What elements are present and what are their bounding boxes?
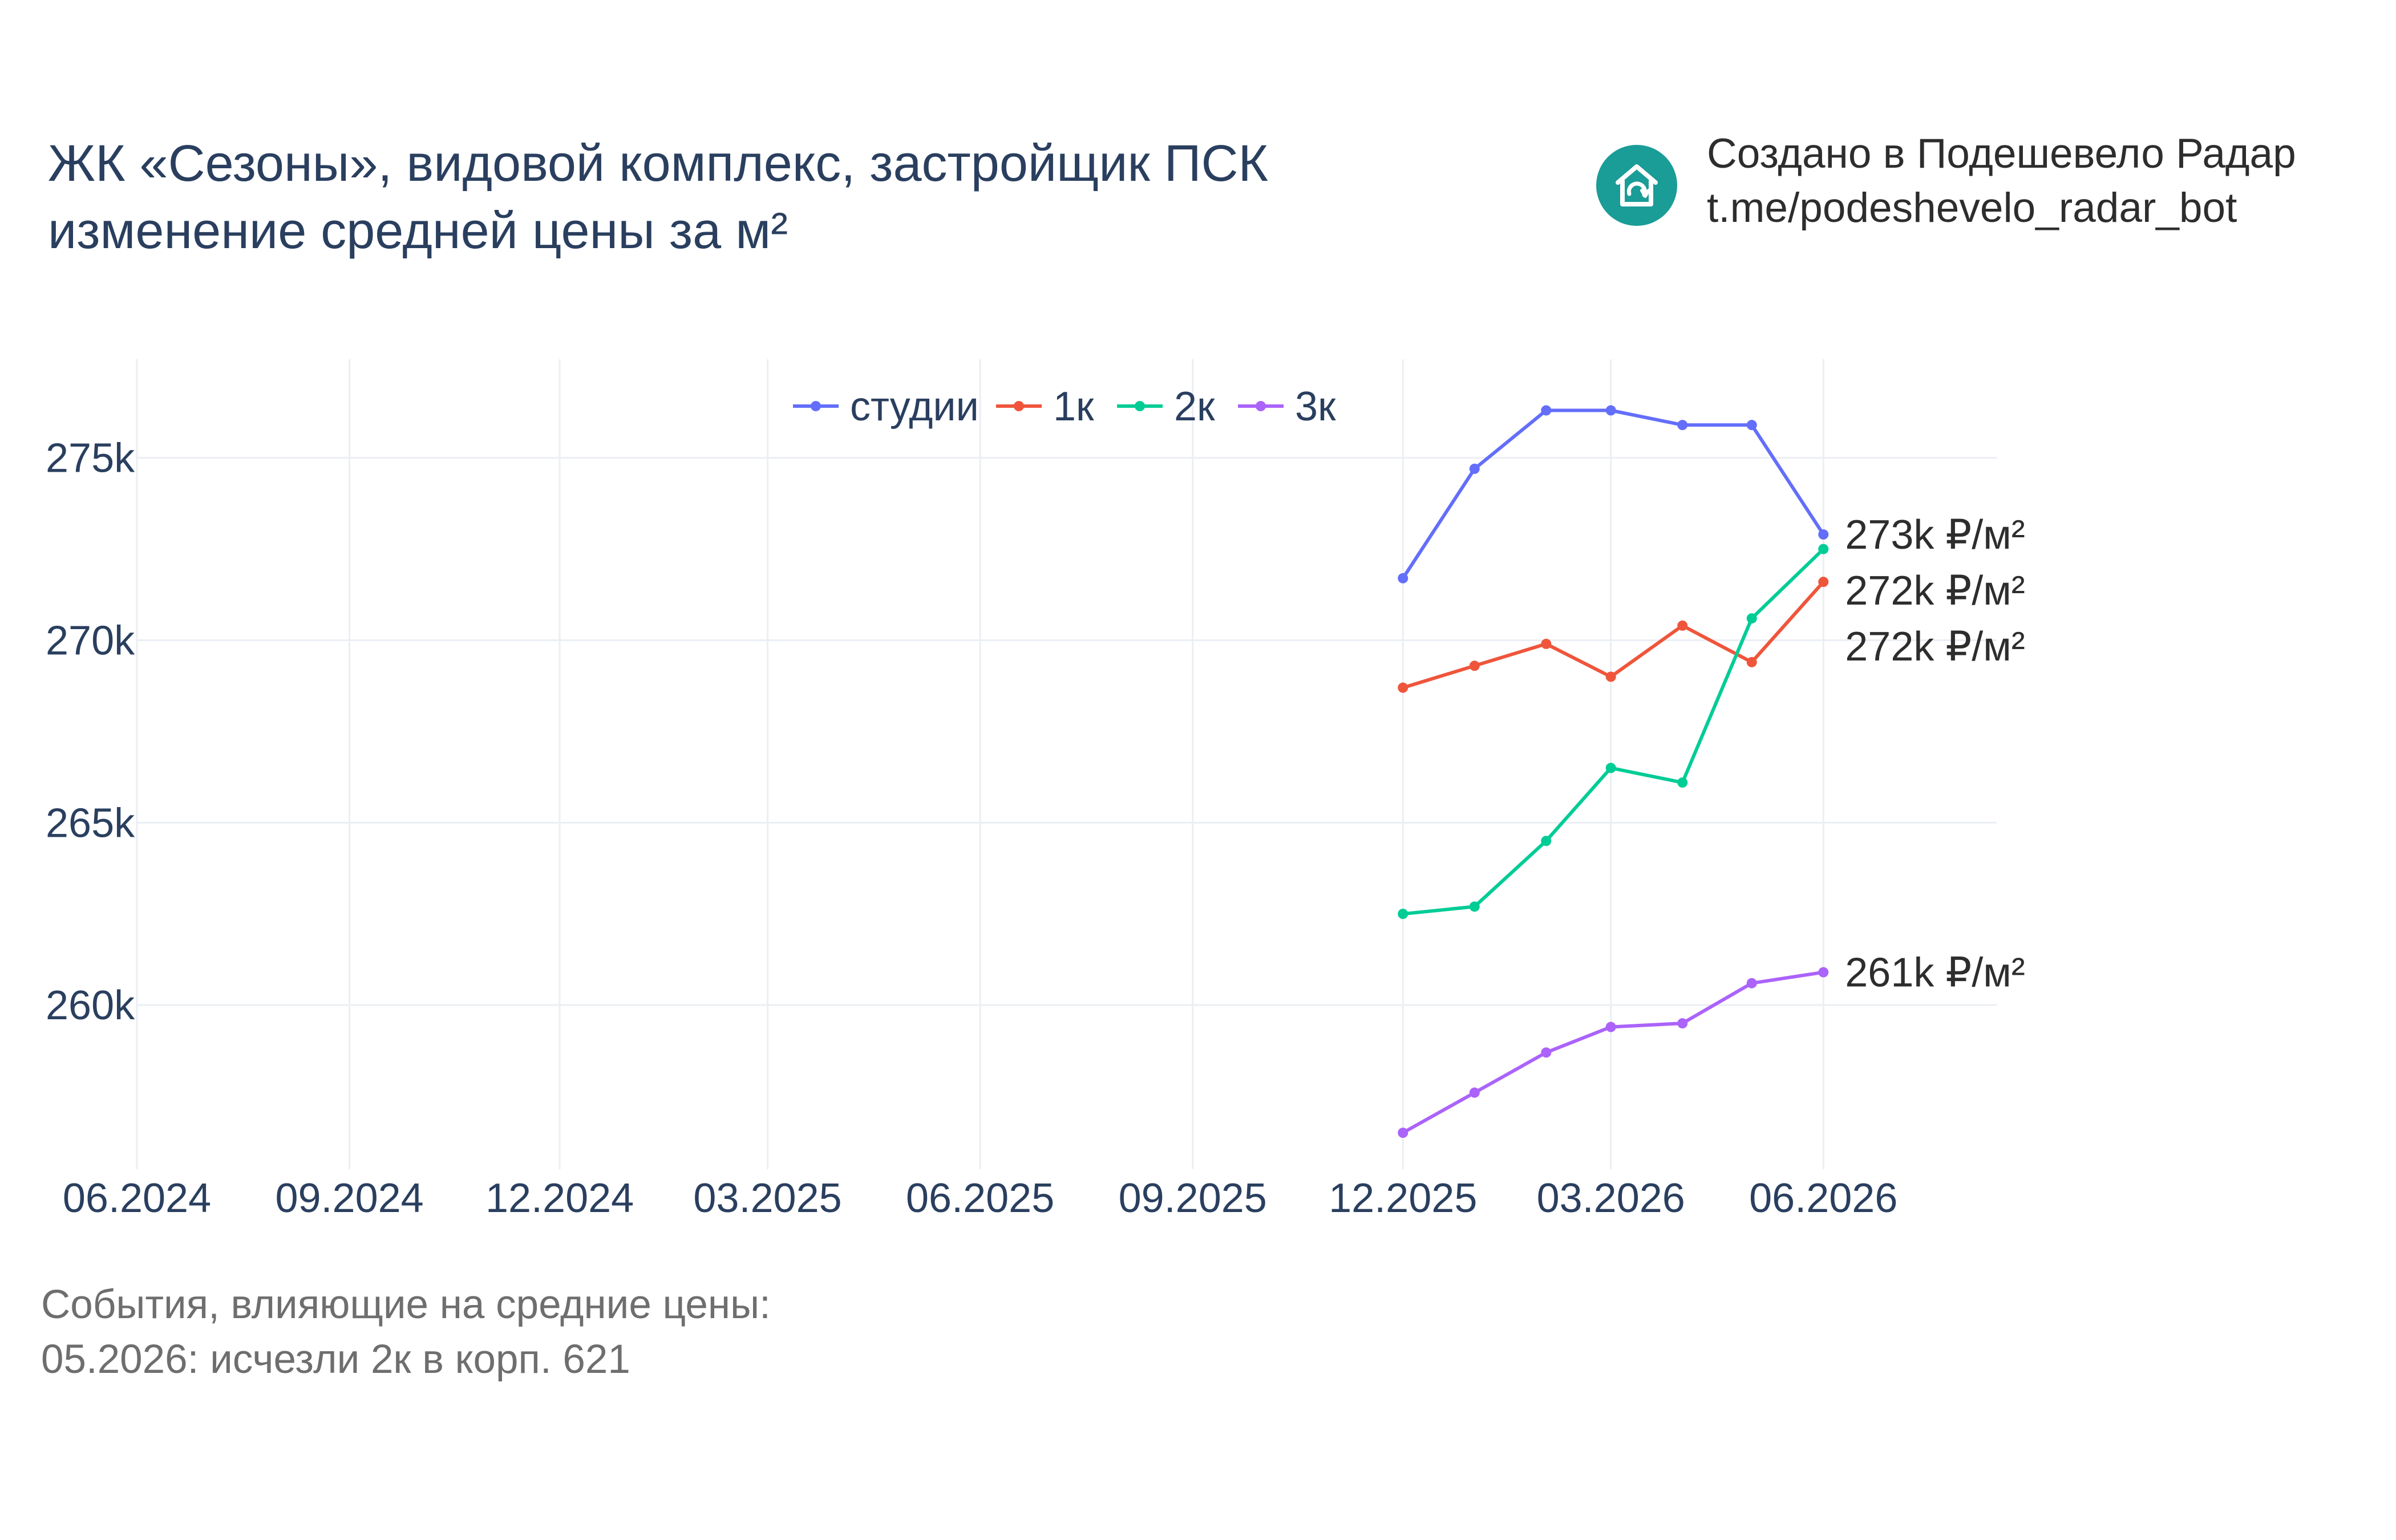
brand-credit-line1: Создано в Подешевело Радар xyxy=(1707,131,2296,177)
data-point xyxy=(1605,405,1616,416)
data-point xyxy=(1541,836,1552,846)
data-point xyxy=(1398,682,1409,693)
data-point xyxy=(1677,620,1688,631)
x-tick-label: 09.2025 xyxy=(1119,1176,1267,1221)
y-tick-label: 260k xyxy=(46,983,135,1028)
events-heading: События, влияющие на средние цены: xyxy=(41,1282,771,1327)
data-point xyxy=(1398,909,1409,919)
brand-credit-link[interactable]: t.me/podeshevelo_radar_bot xyxy=(1707,185,2237,231)
data-point xyxy=(1469,901,1480,912)
legend-marker xyxy=(1256,401,1266,411)
data-point xyxy=(1746,613,1757,624)
data-point xyxy=(1818,967,1829,978)
end-value-label: 272k ₽/м² xyxy=(1845,624,2025,670)
data-point xyxy=(1746,978,1757,988)
series-line xyxy=(1401,970,1826,1134)
legend-label: 2к xyxy=(1174,384,1215,429)
legend-marker xyxy=(1014,401,1024,411)
chart-title: ЖК «Сезоны», видовой комплекс, застройщи… xyxy=(48,130,1268,265)
end-value-label: 272k ₽/м² xyxy=(1845,568,2025,614)
data-point xyxy=(1541,1047,1552,1058)
data-point xyxy=(1605,763,1616,773)
x-tick-label: 06.2025 xyxy=(906,1176,1054,1221)
data-point xyxy=(1469,463,1480,474)
series-line xyxy=(1401,547,1826,916)
series-line xyxy=(1401,408,1826,580)
y-tick-label: 265k xyxy=(46,800,135,846)
events-note: События, влияющие на средние цены: 05.20… xyxy=(41,1278,771,1387)
data-point xyxy=(1677,420,1688,431)
x-tick-label: 06.2024 xyxy=(63,1176,211,1221)
data-point xyxy=(1398,1128,1409,1138)
data-point xyxy=(1677,1018,1688,1029)
x-tick-label: 09.2024 xyxy=(275,1176,423,1221)
y-tick-label: 275k xyxy=(46,436,135,481)
data-point xyxy=(1818,544,1829,554)
legend-label: 3к xyxy=(1295,384,1336,429)
data-point xyxy=(1746,656,1757,667)
data-point xyxy=(1818,529,1829,540)
data-point xyxy=(1541,405,1552,416)
series-line xyxy=(1401,580,1826,690)
chart-title-line2: изменение средней цены за м² xyxy=(48,202,788,260)
legend-marker xyxy=(1135,401,1145,411)
end-value-label: 261k ₽/м² xyxy=(1845,950,2025,996)
house-refresh-icon xyxy=(1596,145,1677,226)
x-tick-label: 12.2024 xyxy=(485,1176,634,1221)
x-tick-label: 06.2026 xyxy=(1749,1176,1897,1221)
data-point xyxy=(1469,1087,1480,1098)
x-tick-label: 03.2025 xyxy=(693,1176,841,1221)
legend-label: 1к xyxy=(1053,384,1094,429)
event-item: 05.2026: исчезли 2к в корп. 621 xyxy=(41,1337,630,1382)
data-point xyxy=(1398,573,1409,583)
end-value-label: 273k ₽/м² xyxy=(1845,512,2025,558)
data-point xyxy=(1677,777,1688,788)
y-tick-label: 270k xyxy=(46,618,135,664)
data-point xyxy=(1818,577,1829,587)
x-tick-label: 03.2026 xyxy=(1537,1176,1685,1221)
data-point xyxy=(1605,671,1616,682)
legend-marker xyxy=(811,401,821,411)
data-point xyxy=(1541,638,1552,649)
legend-label: студии xyxy=(850,384,979,429)
data-point xyxy=(1469,660,1480,671)
chart-title-line1: ЖК «Сезоны», видовой комплекс, застройщи… xyxy=(48,135,1268,192)
x-tick-label: 12.2025 xyxy=(1329,1176,1477,1221)
data-point xyxy=(1605,1022,1616,1032)
brand-credit: Создано в Подешевело Радар t.me/podeshev… xyxy=(1707,127,2296,235)
data-point xyxy=(1746,420,1757,431)
